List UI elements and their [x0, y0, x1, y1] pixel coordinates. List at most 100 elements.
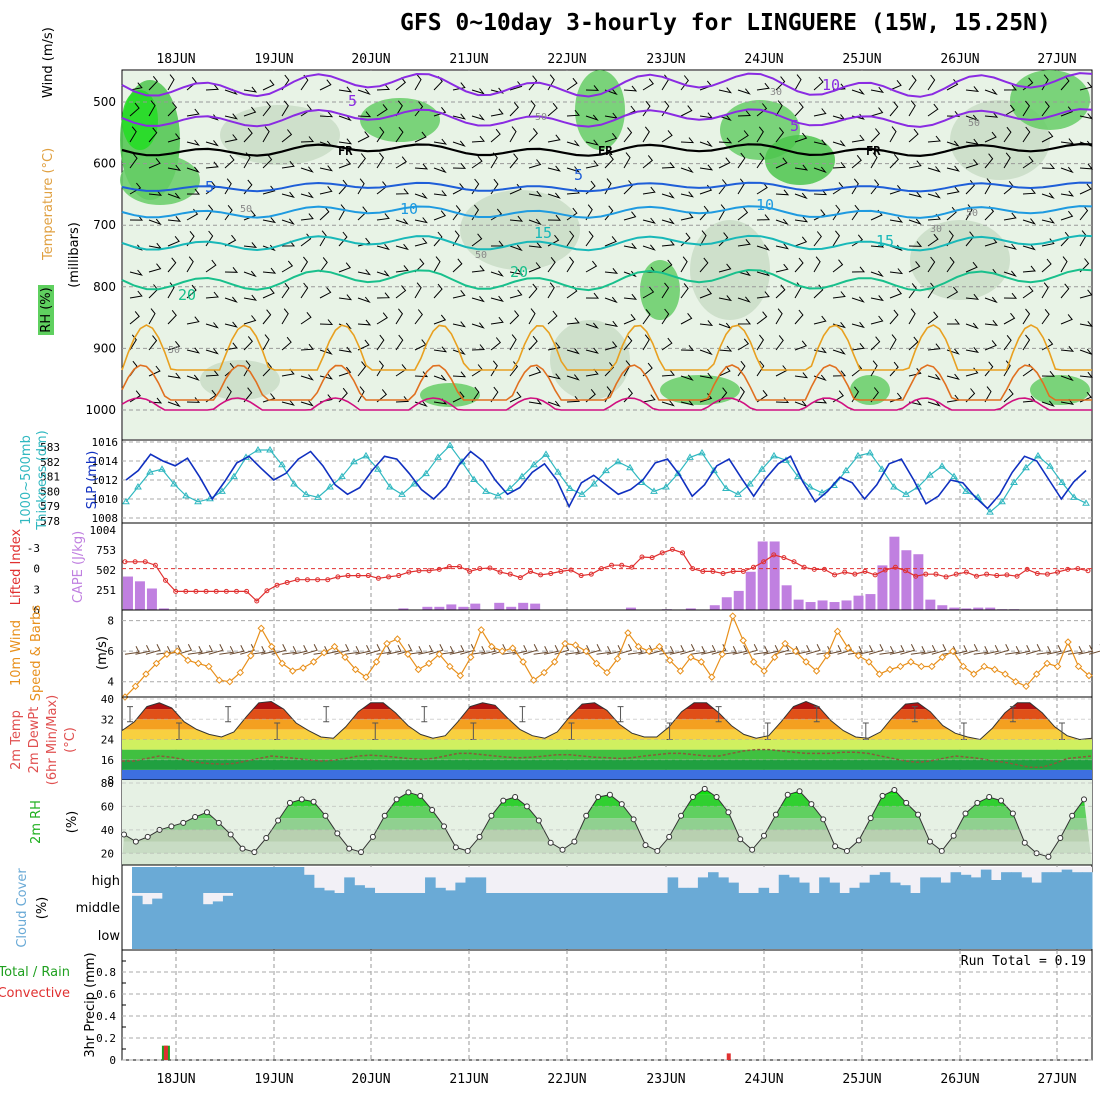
wind-barb — [528, 75, 538, 91]
wind-barb — [357, 111, 372, 118]
rh-blob — [660, 375, 740, 405]
wind-barb — [984, 153, 994, 169]
cloud-bar — [192, 893, 204, 921]
wind-speed-marker — [718, 650, 726, 658]
cape-bar — [458, 606, 469, 610]
wind-barb — [756, 334, 765, 351]
wind-barb — [186, 397, 201, 403]
wind-barb — [414, 217, 428, 224]
thickness-axis-label: 1000~500mb — [19, 435, 34, 525]
wind-barb — [509, 268, 524, 276]
cloud-bar — [738, 893, 749, 921]
rh-contour-label: 50 — [535, 112, 547, 123]
wind-barb-10m — [397, 644, 413, 655]
cloud-bar — [435, 887, 446, 893]
li-marker — [852, 571, 858, 577]
cape-bar — [745, 571, 756, 610]
cloud-bar — [606, 893, 618, 921]
wind-barb — [433, 210, 447, 221]
cloud-bar — [948, 921, 961, 949]
wind-barb — [338, 158, 352, 169]
wind10-axis-label-2: Speed & Barbs — [29, 605, 44, 702]
cloud-bar — [889, 893, 901, 921]
li-marker — [406, 569, 412, 575]
wind-speed-marker — [1011, 678, 1020, 686]
wind-speed-marker — [1053, 662, 1062, 671]
cloud-bar — [876, 921, 889, 949]
temp-contour-label: 15 — [876, 232, 894, 250]
rh-marker — [950, 832, 957, 839]
thickness-marker — [698, 448, 706, 456]
wind-barb — [604, 267, 619, 274]
wind-barb-10m — [187, 646, 203, 655]
rh-marker — [1009, 810, 1016, 817]
wind-barb — [908, 261, 921, 273]
rh-blob — [575, 70, 625, 150]
wind-barb — [547, 400, 561, 408]
freezing-label: FR — [598, 144, 613, 158]
wind-barb-10m — [229, 645, 245, 655]
wind-speed-marker — [288, 667, 297, 675]
cape-bar — [134, 581, 145, 610]
wind-barb — [566, 140, 580, 147]
cloud-bar — [588, 921, 601, 949]
wind-barb — [794, 216, 809, 223]
cloud-bar — [1021, 877, 1032, 893]
cloud-bar — [617, 893, 628, 921]
wind-barb — [452, 321, 466, 328]
wind-barb — [718, 345, 733, 352]
wind-barb — [813, 231, 822, 247]
thickness-marker — [1034, 451, 1042, 459]
wind-speed-marker — [666, 656, 674, 665]
wind-speed-marker — [383, 639, 391, 648]
wind-barb — [908, 336, 919, 351]
wind-barb — [661, 337, 673, 351]
wind-barb — [243, 127, 253, 143]
wind-barb — [547, 192, 561, 199]
wind-barb — [642, 308, 651, 325]
wind-barb — [737, 110, 752, 117]
cloud-bar — [556, 893, 568, 921]
rh-marker — [606, 791, 613, 798]
wind-speed-marker — [184, 656, 192, 665]
wind-barb — [699, 205, 709, 221]
wind-barb — [642, 217, 656, 224]
cloud-bar — [936, 921, 949, 949]
wind-speed-marker — [205, 662, 213, 671]
wind-barb — [376, 213, 390, 221]
cape-bar — [721, 597, 732, 610]
rh-marker — [926, 838, 933, 845]
rh-blob — [120, 155, 200, 205]
thickness-marker — [950, 472, 958, 480]
wind-barb — [205, 259, 217, 273]
cloud-bar — [728, 893, 739, 921]
rh-marker — [547, 839, 554, 846]
temp-tick-label: 16 — [101, 754, 114, 767]
thickness-marker — [890, 482, 898, 490]
wind-barb — [433, 138, 448, 145]
cape-axis-label: CAPE (J/kg) — [71, 531, 86, 603]
rh-marker — [796, 788, 803, 795]
cape-bar — [781, 585, 792, 610]
wind-barb — [566, 256, 575, 273]
li-tick-label: -3 — [27, 542, 40, 555]
cloud-bar — [468, 921, 481, 949]
cape-bar — [877, 565, 888, 610]
cloud-bar — [233, 893, 244, 921]
rh-contour-label: 50 — [168, 345, 180, 356]
wind-barb — [547, 282, 555, 299]
wind-barb — [775, 189, 790, 196]
temp-contour-30 — [121, 364, 1092, 401]
wind-barb-10m — [910, 646, 926, 655]
wind-barb — [357, 269, 371, 276]
cloud-bar — [528, 921, 541, 949]
wind-barb — [376, 312, 388, 325]
cloud-bar — [697, 877, 709, 893]
li-marker — [426, 568, 432, 574]
wind-barb — [1003, 152, 1011, 169]
wind-barb — [1041, 131, 1054, 143]
wind-barb — [870, 107, 884, 117]
wind-barb — [129, 102, 140, 117]
precip-convective-bar — [726, 1053, 731, 1060]
rh-marker — [761, 832, 767, 839]
